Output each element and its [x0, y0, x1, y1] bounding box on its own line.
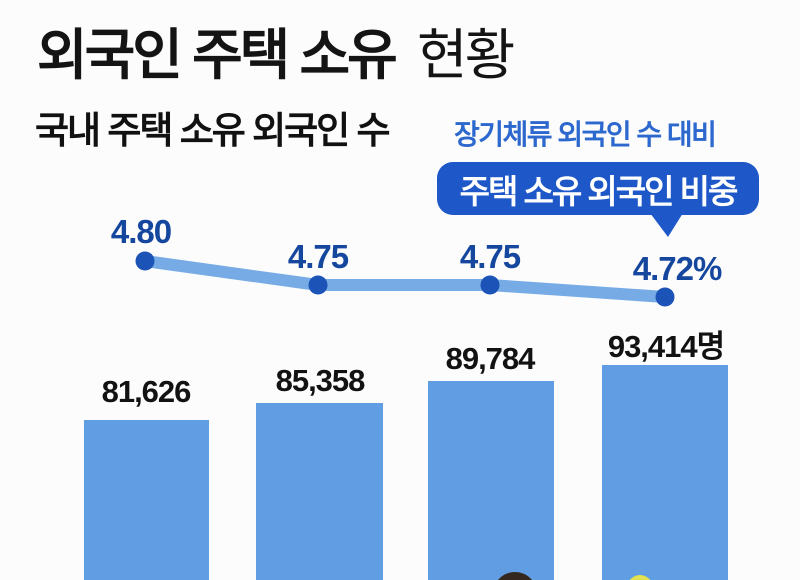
bar-series-title: 국내 주택 소유 외국인 수 [35, 110, 391, 151]
page-title-bold: 외국인 주택 소유 [37, 24, 398, 86]
page-title: 외국인 주택 소유 현황 [37, 22, 515, 88]
person-yellow-hat-icon [627, 575, 653, 580]
trend-line [139, 255, 671, 303]
bar-value-label: 93,414명 [607, 329, 725, 364]
person-head-icon [493, 572, 537, 580]
bar-value-label: 89,784 [445, 341, 536, 376]
bar [428, 381, 554, 580]
badge-pointer-tail [650, 213, 683, 237]
data-point-marker [480, 275, 500, 295]
bar [256, 403, 383, 580]
data-point-marker [308, 275, 328, 295]
bar-value-label: 81,626 [101, 374, 192, 409]
line-series-caption: 장기체류 외국인 수 대비 [454, 119, 717, 150]
page-title-light: 현황 [417, 24, 515, 86]
data-point-marker [135, 251, 155, 271]
bar [84, 420, 209, 580]
line-value-label: 4.80 [110, 213, 172, 250]
line-value-label: 4.72% [632, 250, 723, 287]
bar [602, 365, 728, 580]
line-value-label: 4.75 [459, 238, 521, 275]
line-value-label: 4.75 [287, 238, 349, 275]
data-point-marker [655, 287, 675, 307]
line-series-badge: 주택 소유 외국인 비중 [437, 162, 759, 215]
bar-value-label: 85,358 [275, 363, 366, 398]
